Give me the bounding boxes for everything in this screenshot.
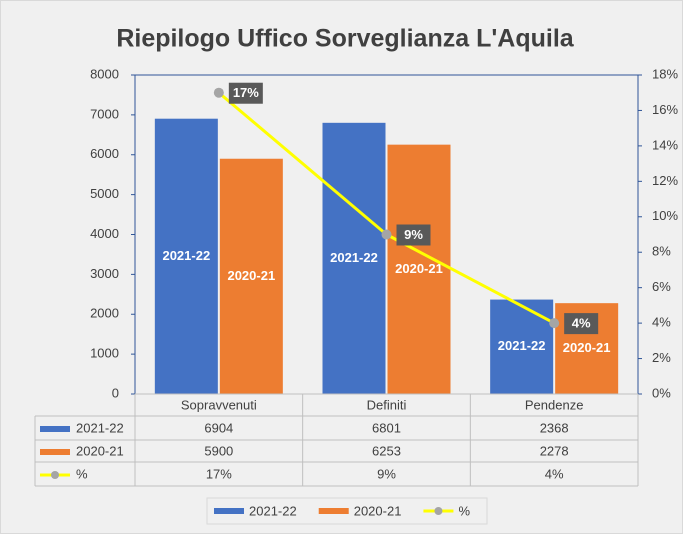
legend-label: % (458, 503, 470, 518)
bar-label: 2020-21 (395, 261, 443, 276)
bar (490, 299, 554, 394)
table-key (40, 426, 70, 432)
bar-label: 2020-21 (563, 340, 611, 355)
y-tick-label: 5000 (90, 186, 119, 201)
table-cell: 9% (377, 466, 396, 481)
table-cell: 6253 (372, 443, 401, 458)
bar-label: 2020-21 (227, 268, 275, 283)
y2-tick-label: 18% (652, 66, 678, 81)
table-cell: 6801 (372, 420, 401, 435)
point-label: 17% (233, 85, 259, 100)
bar-label: 2021-22 (330, 250, 378, 265)
table-cell: 6904 (204, 420, 233, 435)
bar (387, 144, 451, 394)
y-tick-label: 7000 (90, 106, 119, 121)
point-label: 9% (404, 227, 423, 242)
table-row-header: % (76, 466, 88, 481)
legend-label: 2020-21 (354, 503, 402, 518)
table-key (40, 449, 70, 455)
table-cell: 5900 (204, 443, 233, 458)
y-tick-label: 4000 (90, 226, 119, 241)
point-label-box (564, 313, 599, 335)
y2-tick-label: 10% (652, 208, 678, 223)
table-row-header: 2021-22 (76, 420, 124, 435)
y2-tick-label: 4% (652, 315, 671, 330)
table-cell: 17% (206, 466, 232, 481)
line-marker (213, 87, 224, 98)
y2-tick-label: 6% (652, 279, 671, 294)
x-tick-label: Pendenze (525, 397, 584, 412)
chart-title: Riepilogo Uffico Sorveglianza L'Aquila (116, 25, 574, 53)
legend-key (318, 508, 349, 514)
table-cell: 2278 (540, 443, 569, 458)
point-label: 4% (572, 316, 591, 331)
y-tick-label: 2000 (90, 306, 119, 321)
bar-label: 2021-22 (498, 338, 546, 353)
y2-tick-label: 0% (652, 385, 671, 400)
legend-key-marker (434, 507, 443, 515)
table-cell: 4% (545, 466, 564, 481)
x-tick-label: Sopravvenuti (181, 397, 257, 412)
y-tick-label: 6000 (90, 146, 119, 161)
line-marker (381, 229, 392, 240)
y-tick-label: 1000 (90, 346, 119, 361)
table-row-header: 2020-21 (76, 443, 124, 458)
table-key-marker (51, 471, 59, 479)
y2-tick-label: 16% (652, 102, 678, 117)
table-cell: 2368 (540, 420, 569, 435)
y2-tick-label: 8% (652, 244, 671, 259)
line-marker (549, 318, 560, 329)
point-label-box (228, 82, 263, 104)
y-tick-label: 8000 (90, 66, 119, 81)
legend-label: 2021-22 (249, 503, 297, 518)
y2-tick-label: 12% (652, 173, 678, 188)
bar (322, 122, 386, 395)
y2-tick-label: 2% (652, 350, 671, 365)
point-label-box (396, 224, 431, 246)
x-tick-label: Definiti (367, 397, 407, 412)
bar (219, 158, 283, 394)
y2-tick-label: 14% (652, 137, 678, 152)
legend-key (214, 508, 244, 514)
y-tick-label: 3000 (90, 266, 119, 281)
y-tick-label: 0 (112, 385, 119, 400)
bar-label: 2021-22 (162, 248, 210, 263)
bar (154, 118, 218, 394)
